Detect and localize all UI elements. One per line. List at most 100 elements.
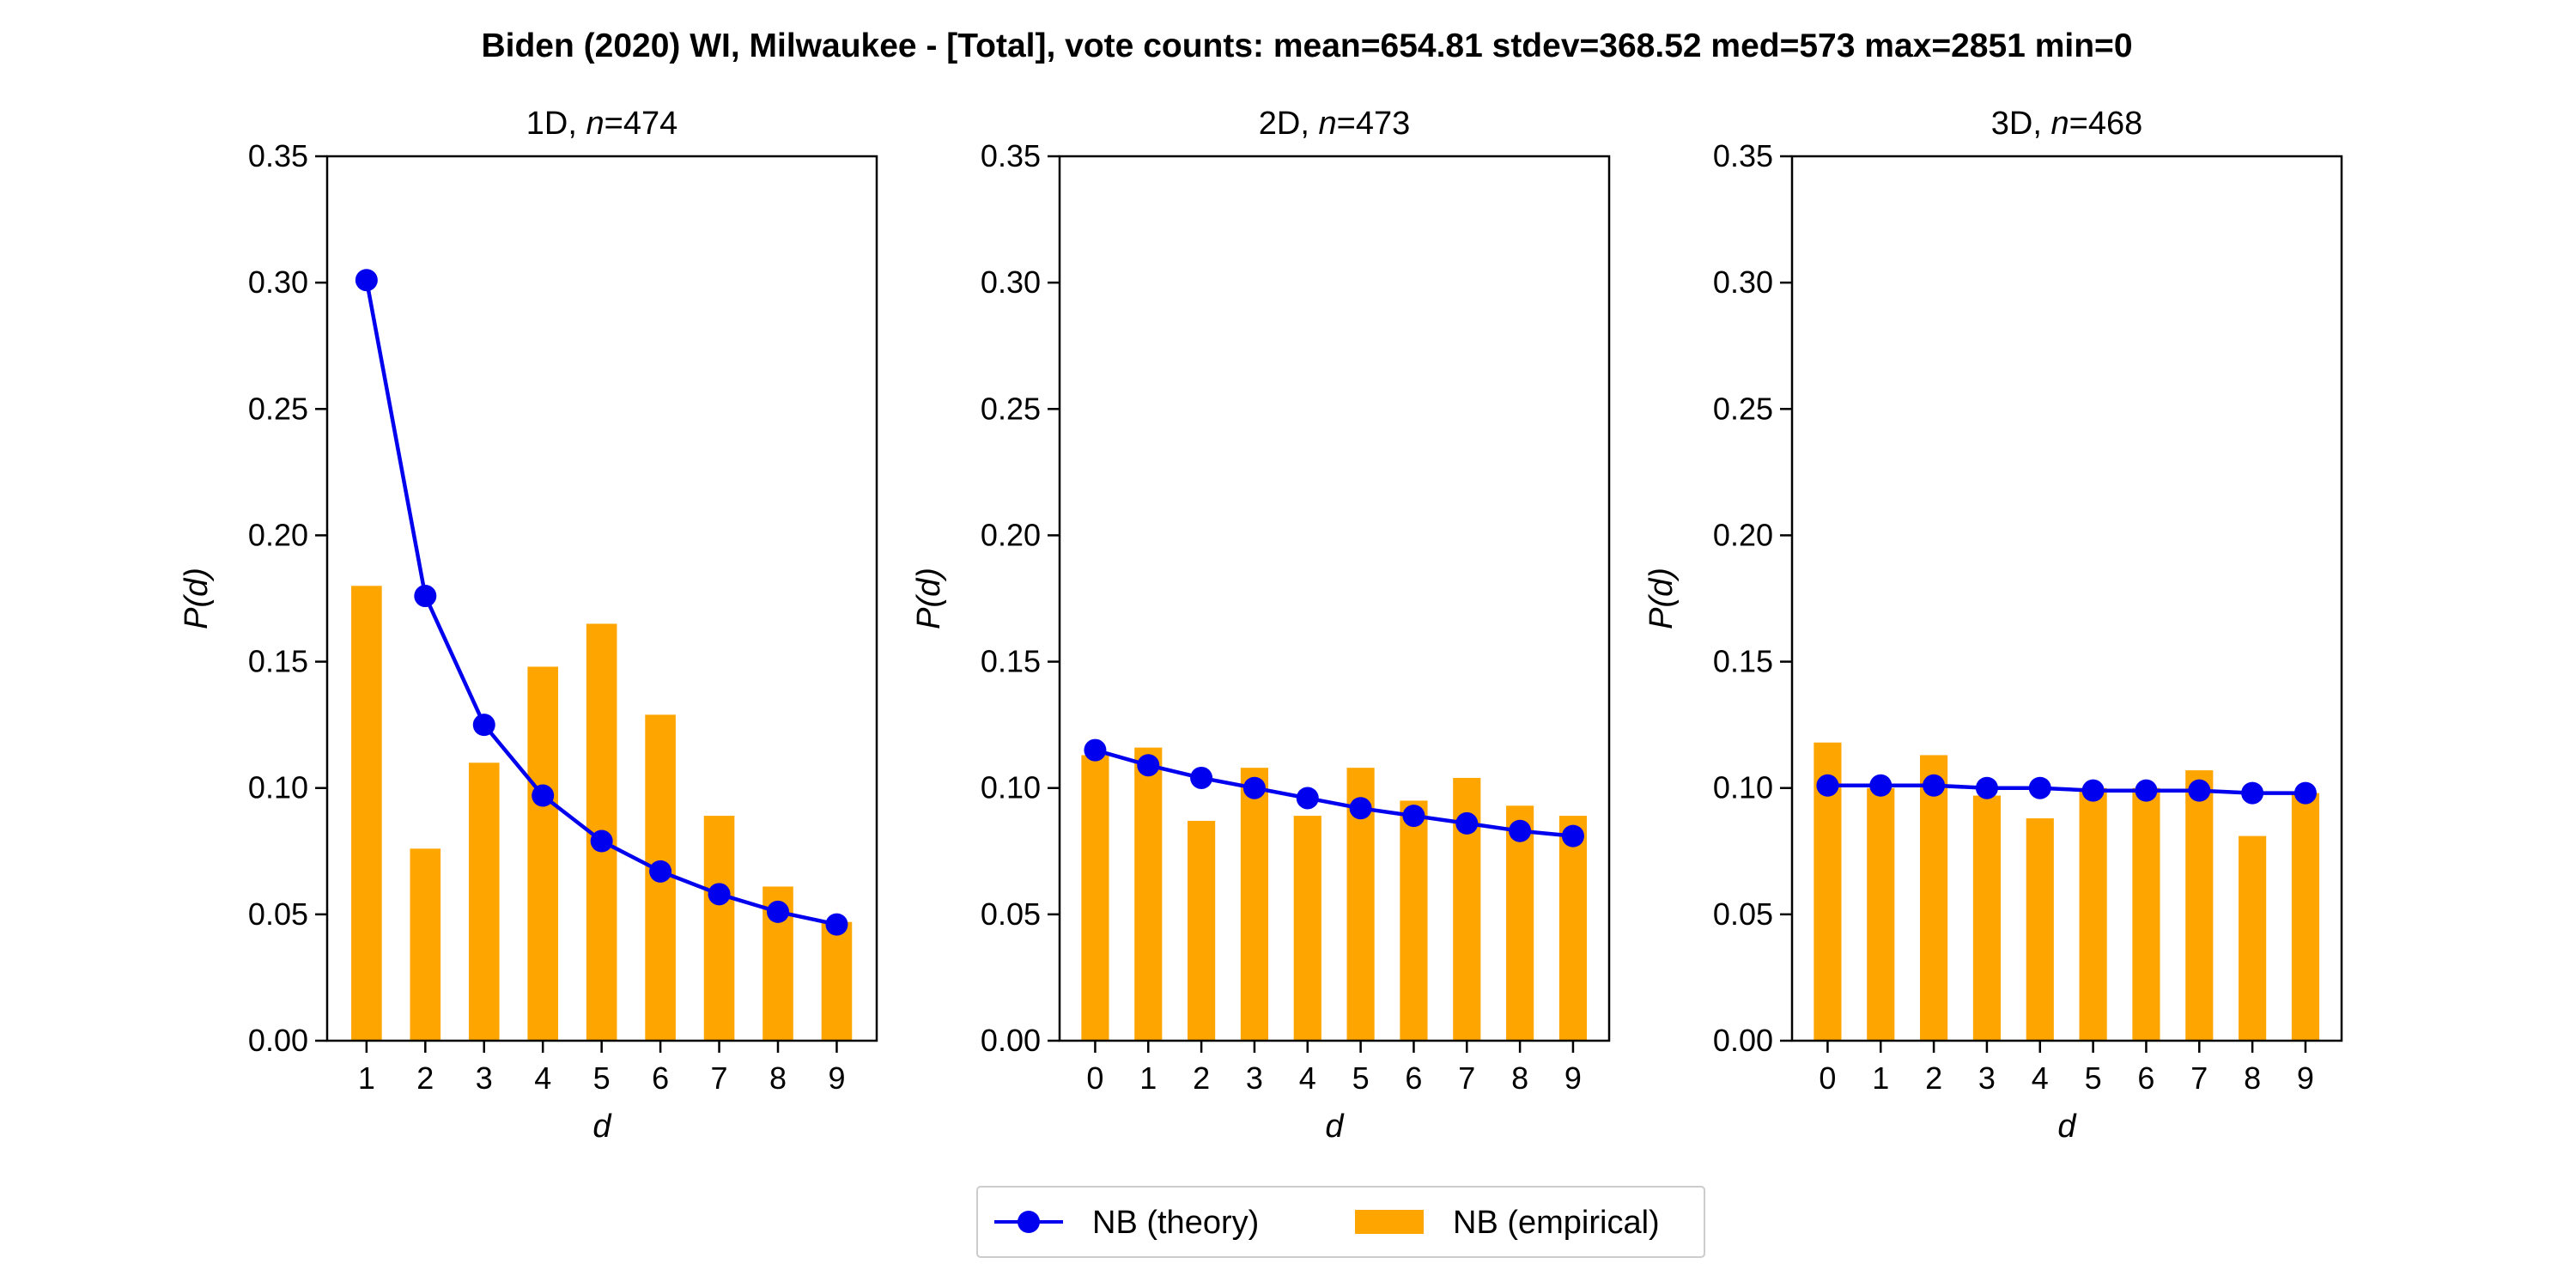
theory-line	[1827, 783, 2306, 795]
y-tick-label: 0.05	[1713, 896, 1773, 932]
x-tick-label: 7	[2190, 1060, 2208, 1096]
theory-point	[1402, 805, 1425, 828]
x-axis-label: d	[592, 1109, 612, 1145]
y-tick-label: 0.15	[1713, 644, 1773, 679]
y-axis-label: P(d)	[911, 568, 947, 629]
x-tick-label: 4	[1299, 1060, 1316, 1096]
y-tick-label: 0.30	[1713, 264, 1773, 300]
y-tick-label: 0.20	[248, 517, 308, 552]
empirical-bar	[468, 762, 500, 1041]
empirical-bar	[1920, 755, 1948, 1041]
x-tick-label: 9	[1564, 1060, 1582, 1096]
y-tick-label: 0.10	[248, 770, 308, 805]
empirical-bar	[1506, 805, 1534, 1041]
theory-point	[1190, 766, 1213, 789]
y-tick-label: 0.00	[248, 1023, 308, 1058]
panel-title: 3D, n=468	[1991, 106, 2142, 142]
theory-point	[1869, 774, 1893, 797]
x-tick-label: 0	[1086, 1060, 1103, 1096]
panel-title-n-label: n	[586, 106, 604, 142]
theory-point	[1509, 819, 1532, 842]
x-tick-label: 1	[1139, 1060, 1157, 1096]
empirical-bar	[703, 816, 735, 1041]
empirical-bar	[1293, 816, 1321, 1041]
theory-point	[649, 860, 672, 883]
legend-theory-label: NB (theory)	[1092, 1205, 1259, 1241]
theory-point	[1296, 787, 1319, 810]
theory-point	[2188, 779, 2211, 802]
panel-title-n-label: n	[2050, 106, 2069, 142]
empirical-bar	[410, 848, 441, 1041]
y-tick-label: 0.25	[981, 391, 1041, 426]
empirical-bar	[1972, 795, 2002, 1041]
theory-point	[355, 269, 378, 292]
empirical-bar	[1081, 755, 1109, 1041]
empirical-bar	[527, 666, 559, 1041]
empirical-bar	[2026, 818, 2054, 1041]
panel-title-prefix: 3D,	[1991, 106, 2051, 142]
panel-2: 2D, n=473 0.00 0.05 0.10 0.15 0.20 0.25 0.30 0.3…	[911, 106, 1611, 1145]
y-tick-label: 0.15	[248, 644, 308, 679]
x-tick-label: 9	[828, 1060, 845, 1096]
x-tick-label: 2	[1925, 1060, 1942, 1096]
x-tick-label: 0	[1819, 1060, 1836, 1096]
empirical-bar	[1134, 747, 1163, 1041]
empirical-bar	[1867, 787, 1895, 1041]
x-tick-label: 6	[652, 1060, 669, 1096]
panel-title-prefix: 1D,	[526, 106, 586, 142]
x-tick-label: 7	[1458, 1060, 1475, 1096]
y-tick-label: 0.10	[1713, 770, 1773, 805]
panel-3: 3D, n=468 0.00 0.05 0.10 0.15 0.20 0.25 0.30 0.3…	[1643, 106, 2343, 1145]
panel-title-prefix: 2D,	[1259, 106, 1319, 142]
x-tick-label: 7	[711, 1060, 728, 1096]
y-tick-label: 0.20	[981, 517, 1041, 552]
x-tick-label: 1	[1872, 1060, 1889, 1096]
empirical-bar	[1240, 768, 1269, 1041]
theory-point	[1561, 824, 1584, 848]
panel-title: 1D, n=474	[526, 106, 677, 142]
legend-empirical-swatch	[1355, 1210, 1424, 1234]
y-tick-label: 0.05	[248, 896, 308, 932]
y-tick-label: 0.25	[1713, 391, 1773, 426]
x-tick-label: 5	[2085, 1060, 2102, 1096]
axes-frame	[1790, 155, 2343, 1042]
theory-point	[472, 714, 495, 737]
x-tick-label: 6	[1405, 1060, 1422, 1096]
theory-point	[2293, 781, 2317, 805]
theory-point	[708, 883, 731, 906]
theory-point	[2135, 779, 2158, 802]
x-axis-label: d	[1325, 1109, 1345, 1145]
theory-point	[414, 585, 437, 608]
panel-1: 1D, n=474 0.00 0.05 0.10 0.15 0.20 0.25 0.30 0.3…	[179, 106, 878, 1145]
y-axis-label: P(d)	[179, 568, 215, 629]
x-tick-label: 2	[1193, 1060, 1210, 1096]
panel-title-n-label: n	[1318, 106, 1336, 142]
y-axis-label: P(d)	[1643, 568, 1680, 629]
empirical-bar	[1400, 800, 1428, 1041]
theory-point	[1349, 797, 1372, 820]
theory-point	[532, 784, 555, 807]
theory-point	[1084, 738, 1107, 762]
x-tick-label: 5	[593, 1060, 611, 1096]
x-tick-label: 8	[2244, 1060, 2261, 1096]
empirical-bar	[2079, 787, 2107, 1041]
theory-point	[2081, 779, 2105, 802]
theory-point	[2241, 781, 2264, 805]
legend: NB (theory) NB (empirical)	[976, 1186, 1705, 1258]
theory-point	[1816, 774, 1839, 797]
y-tick-label: 0.25	[248, 391, 308, 426]
y-tick-label: 0.35	[248, 138, 308, 173]
theory-point	[2028, 776, 2051, 799]
panel-title-n-value: =473	[1337, 106, 1411, 142]
y-tick-label: 0.20	[1713, 517, 1773, 552]
y-tick-label: 0.35	[981, 138, 1041, 173]
y-tick-label: 0.30	[981, 264, 1041, 300]
legend-frame	[976, 1186, 1705, 1258]
theory-point	[1455, 811, 1479, 835]
theory-point	[590, 829, 613, 853]
x-tick-label: 5	[1352, 1060, 1370, 1096]
x-tick-label: 8	[1511, 1060, 1528, 1096]
empirical-bar	[1558, 816, 1588, 1041]
panel-title-n-value: =468	[2069, 106, 2143, 142]
